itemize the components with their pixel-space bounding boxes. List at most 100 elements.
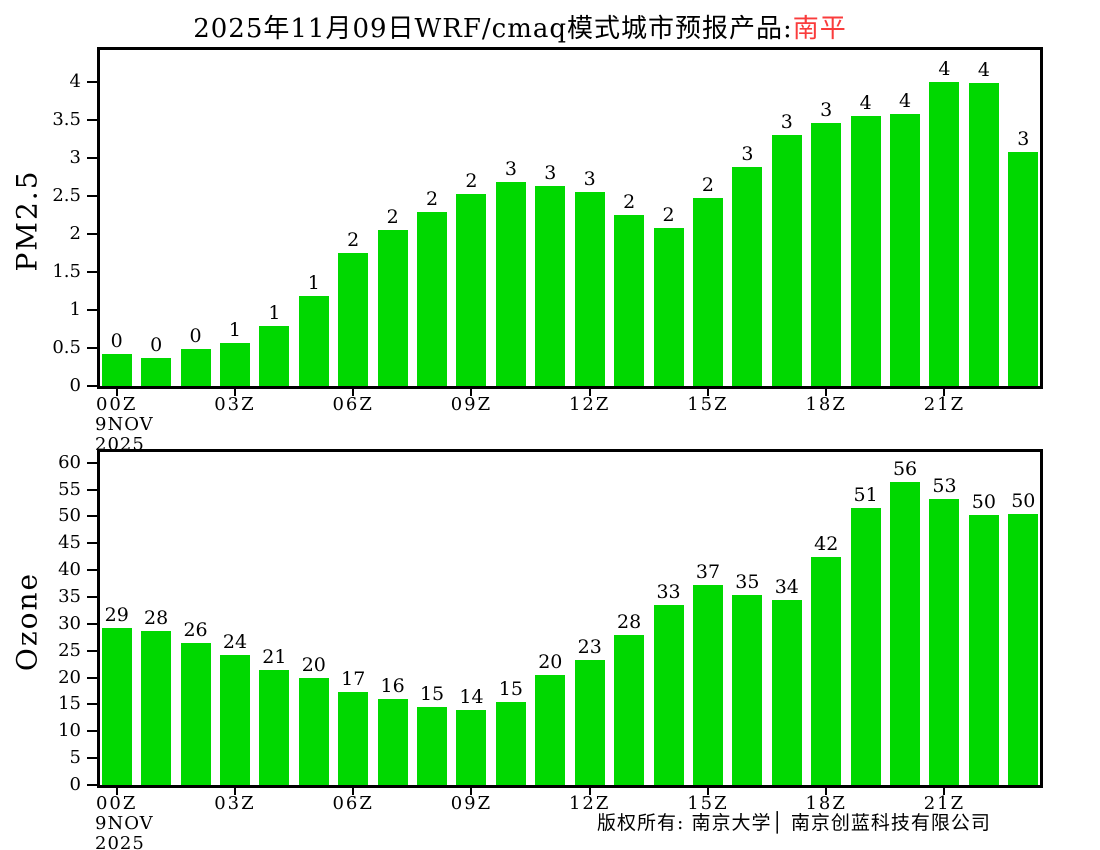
bar	[929, 499, 960, 785]
y-axis-tick-label: 50	[58, 505, 81, 527]
bar-value-label: 17	[341, 668, 366, 690]
y-axis-tick-label: 45	[58, 532, 81, 554]
y-axis-tick-label: 40	[58, 559, 81, 581]
bar-value-label: 4	[938, 58, 951, 80]
bar-value-label: 51	[853, 484, 878, 506]
y-axis-tick	[87, 622, 97, 625]
bar-value-label: 3	[780, 111, 793, 133]
bar-value-label: 20	[538, 651, 563, 673]
bar	[614, 215, 645, 386]
y-axis-tick	[87, 270, 97, 273]
bar	[259, 326, 290, 386]
y-axis-tick-label: 4	[69, 70, 81, 92]
y-axis-tick-label: 60	[58, 451, 81, 473]
y-axis-tick	[87, 488, 97, 491]
x-axis-tick	[233, 788, 236, 795]
bar-value-label: 1	[228, 319, 241, 341]
x-axis-tick-label: 03Z	[214, 394, 256, 415]
x-axis-tick	[352, 788, 355, 795]
y-axis-tick-label: 0	[69, 375, 81, 396]
bar-value-label: 0	[150, 334, 163, 356]
bar-value-label: 14	[459, 686, 484, 708]
bar	[771, 135, 802, 386]
page-title-city: 南平	[792, 14, 847, 44]
bar	[495, 702, 526, 785]
bar	[811, 123, 842, 386]
bar-value-label: 2	[425, 188, 439, 210]
bar	[298, 296, 329, 386]
y-axis-tick	[87, 703, 97, 706]
bar-value-label: 20	[301, 654, 326, 676]
bar-value-label: 3	[544, 162, 557, 184]
bar	[298, 678, 329, 785]
x-axis-tick	[115, 788, 118, 795]
y-axis-tick-label: 1.5	[52, 260, 81, 282]
bar	[890, 482, 921, 785]
bar-value-label: 35	[735, 571, 760, 593]
bar-value-label: 2	[701, 174, 714, 196]
bar-value-label: 50	[1011, 490, 1036, 512]
bar-value-label: 2	[662, 204, 675, 226]
bar	[417, 707, 448, 785]
y-axis-tick-label: 55	[58, 478, 81, 500]
bar-value-label: 16	[380, 675, 405, 697]
bar-value-label: 4	[898, 90, 912, 112]
bar-value-label: 1	[268, 302, 281, 324]
x-axis-tick	[706, 788, 709, 795]
x-axis-tick-label: 15Z	[687, 793, 729, 814]
x-axis-tick-label: 21Z	[923, 394, 966, 415]
x-axis-tick	[825, 389, 828, 396]
x-axis-date-label: 2025	[95, 833, 145, 850]
bar	[219, 655, 250, 785]
bar-value-label: 0	[189, 325, 202, 347]
y-axis-tick	[87, 461, 97, 464]
bar	[535, 186, 566, 386]
x-axis-tick-label: 18Z	[805, 394, 847, 415]
y-axis-tick	[87, 80, 97, 83]
x-axis-tick	[470, 389, 473, 396]
bar-value-label: 0	[110, 330, 123, 352]
y-axis-title: Ozone	[10, 571, 44, 671]
y-axis-tick	[87, 649, 97, 652]
y-axis-tick-label: 30	[58, 612, 81, 634]
bar	[456, 710, 487, 785]
page-title-text: 2025年11月09日WRF/cmaq模式城市预报产品:	[193, 14, 793, 44]
y-axis-tick-label: 5	[69, 747, 81, 769]
x-axis-tick-label: 21Z	[923, 793, 966, 814]
x-axis-tick-label: 03Z	[214, 793, 256, 814]
bar-value-label: 15	[419, 683, 445, 705]
bar	[417, 212, 448, 386]
y-axis-tick-label: 1	[69, 298, 81, 320]
bar-value-label: 2	[465, 170, 478, 192]
bar-value-label: 28	[144, 607, 169, 629]
axis-frame	[97, 449, 1043, 788]
bar-value-label: 34	[774, 576, 799, 598]
bar-value-label: 2	[623, 191, 636, 213]
bar	[850, 508, 881, 785]
x-axis-tick-label: 12Z	[568, 394, 611, 415]
y-axis-tick	[87, 194, 97, 197]
bar	[377, 230, 408, 386]
bar	[653, 228, 684, 386]
bar-value-label: 23	[577, 636, 602, 658]
bar	[653, 605, 684, 785]
y-axis-tick	[87, 596, 97, 599]
bar	[968, 515, 999, 785]
y-axis-tick	[87, 542, 97, 545]
bar-value-label: 2	[347, 229, 360, 251]
x-axis-tick-label: 00Z	[95, 394, 138, 415]
bar	[101, 354, 132, 386]
y-axis-tick	[87, 385, 97, 387]
x-axis-tick	[470, 788, 473, 795]
bar-value-label: 4	[859, 92, 872, 114]
bar-value-label: 4	[977, 59, 990, 81]
bar-value-label: 3	[741, 143, 754, 165]
bar-value-label: 21	[262, 646, 287, 668]
y-axis-tick-label: 20	[58, 666, 81, 688]
bar-value-label: 3	[1017, 128, 1030, 150]
y-axis-tick-label: 0.5	[52, 336, 81, 358]
copyright-footer: 版权所有: 南京大学│ 南京创蓝科技有限公司	[597, 812, 991, 834]
bar	[141, 631, 172, 785]
bar	[259, 670, 290, 785]
